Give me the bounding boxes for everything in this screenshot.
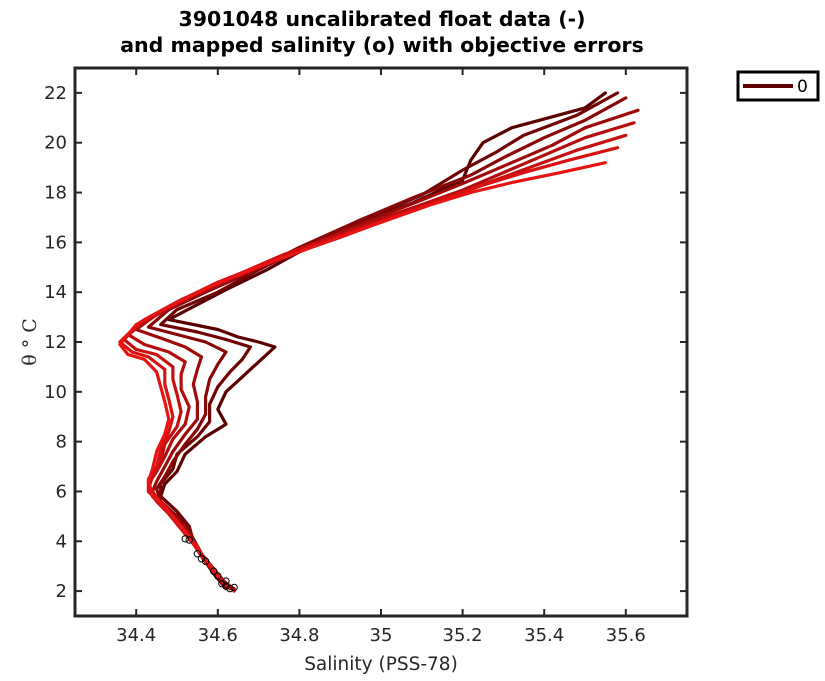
mapped-point-11	[230, 583, 238, 592]
x-axis-ticks: 34.4 34.6 34.8 35 35.2 35.4 35.6	[116, 68, 646, 646]
mapped-point-10	[218, 579, 226, 588]
mapped-point-4	[201, 557, 210, 565]
y-axis-label: θ ° C	[19, 318, 41, 366]
legend-label: 0	[797, 77, 808, 97]
y-tick-label-2: 6	[56, 481, 67, 502]
y-tick-label-0: 2	[56, 581, 67, 602]
y-tick-label-1: 4	[56, 531, 67, 552]
y-tick-label-5: 12	[44, 332, 67, 353]
legend: 0	[736, 70, 820, 102]
x-tick-label-0: 34.4	[116, 625, 156, 646]
chart-title-line-1: 3901048 uncalibrated float data (-)	[179, 7, 586, 31]
mapped-point-8	[222, 582, 230, 590]
y-axis-ticks: 2 4 6 8 10 12 14 16 18 20 22	[44, 83, 687, 602]
mapped-point-7	[222, 577, 230, 585]
series-layer	[118, 91, 640, 593]
y-tick-label-4: 10	[44, 382, 67, 403]
mapped-point-3	[197, 555, 206, 563]
chart-title-line-2: and mapped salinity (o) with objective e…	[120, 33, 644, 57]
mapped-point-9	[226, 584, 234, 593]
x-tick-label-5: 35.4	[524, 625, 564, 646]
x-axis-label: Salinity (PSS-78)	[304, 654, 458, 675]
x-tick-label-4: 35.2	[443, 625, 483, 646]
series-line-2	[146, 96, 628, 591]
mapped-point-5	[210, 567, 218, 575]
x-tick-label-3: 35	[370, 625, 393, 646]
mapped-point-2	[193, 550, 202, 558]
x-tick-label-1: 34.6	[198, 625, 238, 646]
y-tick-label-8: 18	[44, 183, 67, 204]
x-tick-label-6: 35.6	[606, 625, 646, 646]
y-tick-label-7: 16	[44, 232, 67, 253]
chart-title: 3901048 uncalibrated float data (-) and …	[120, 7, 644, 57]
y-tick-label-10: 22	[44, 83, 67, 104]
x-tick-label-2: 34.8	[279, 625, 319, 646]
plot-frame	[73, 66, 689, 618]
mapped-point-6	[214, 572, 222, 580]
y-tick-label-6: 14	[44, 282, 67, 303]
plot-area	[75, 68, 687, 616]
mapped-point-1	[185, 536, 193, 544]
y-tick-label-3: 8	[56, 432, 67, 453]
mapped-salinity-markers	[181, 535, 238, 593]
series-line-7	[118, 161, 607, 593]
mapped-point-0	[181, 535, 189, 543]
y-tick-label-9: 20	[44, 133, 67, 154]
